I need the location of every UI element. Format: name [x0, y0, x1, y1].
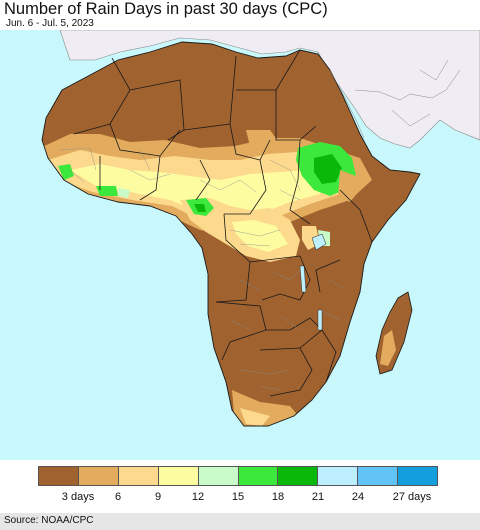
legend-swatch	[238, 467, 279, 485]
legend-swatch	[358, 467, 399, 485]
legend-label: 9	[154, 491, 162, 503]
admin-borders	[59, 147, 347, 391]
source-bar: Source: NOAA/CPC	[0, 513, 480, 530]
legend-swatch	[198, 467, 239, 485]
source-credit: Source: NOAA/CPC	[4, 515, 94, 526]
legend-swatch	[118, 467, 159, 485]
middle-east-borders	[354, 69, 461, 101]
africa-outline	[41, 41, 421, 427]
legend-colorbar	[38, 466, 438, 486]
rain-days-map	[0, 30, 480, 460]
map-title: Number of Rain Days in past 30 days (CPC…	[4, 0, 328, 18]
date-range: Jun. 6 - Jul. 5, 2023	[6, 18, 94, 29]
legend-swatch	[78, 467, 119, 485]
legend-swatch	[39, 467, 79, 485]
legend-label: 21	[311, 491, 325, 503]
lake-malawi	[317, 309, 323, 331]
legend-label: 27 days	[392, 491, 432, 503]
lake-victoria	[311, 233, 327, 251]
legend-label: 3 days	[61, 491, 95, 503]
legend-label: 6	[114, 491, 122, 503]
middle-east-borders-2	[391, 59, 449, 127]
legend-label: 12	[191, 491, 205, 503]
legend-swatch	[318, 467, 359, 485]
legend-swatch	[158, 467, 199, 485]
legend-swatch	[398, 467, 438, 485]
lake-tanganyika	[299, 265, 307, 293]
legend-label: 24	[351, 491, 365, 503]
madagascar-east-coast	[380, 330, 396, 366]
country-borders	[73, 49, 373, 397]
map-svg	[0, 30, 480, 460]
legend-label: 15	[231, 491, 245, 503]
red-sea-coast	[329, 69, 365, 139]
legend-swatch	[278, 467, 319, 485]
legend-label: 18	[271, 491, 285, 503]
